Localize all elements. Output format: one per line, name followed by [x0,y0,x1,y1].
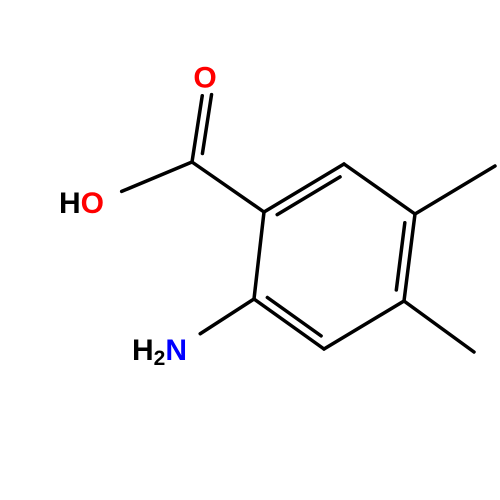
bond2-C6-C1 [277,177,340,215]
hydroxyl-label: HO [59,187,104,220]
bond-C5-C6 [344,164,415,214]
bond-C1-C2 [254,212,264,299]
bond2-C_cooh-O_dbl [202,95,211,154]
bond-C2-N_nh2 [200,299,254,334]
bond-C_cooh-O_dbl [192,96,202,162]
bond2-C4-C5 [396,223,404,290]
bond-C3-C4 [324,301,404,349]
bond-C5-C_me5 [415,166,495,214]
bond-C2-C3 [254,299,324,349]
amino-label: H2N [132,334,187,370]
oxygen-carbonyl-label: O [193,62,216,95]
bond-C1-C_cooh [192,162,264,212]
bond-C_cooh-O_oh [122,162,192,191]
bond-C6-C1 [264,164,344,212]
chemical-structure-svg: O HO H2N [0,0,500,500]
bond-C4-C_me4 [404,301,474,352]
bond2-C2-C3 [267,297,321,335]
